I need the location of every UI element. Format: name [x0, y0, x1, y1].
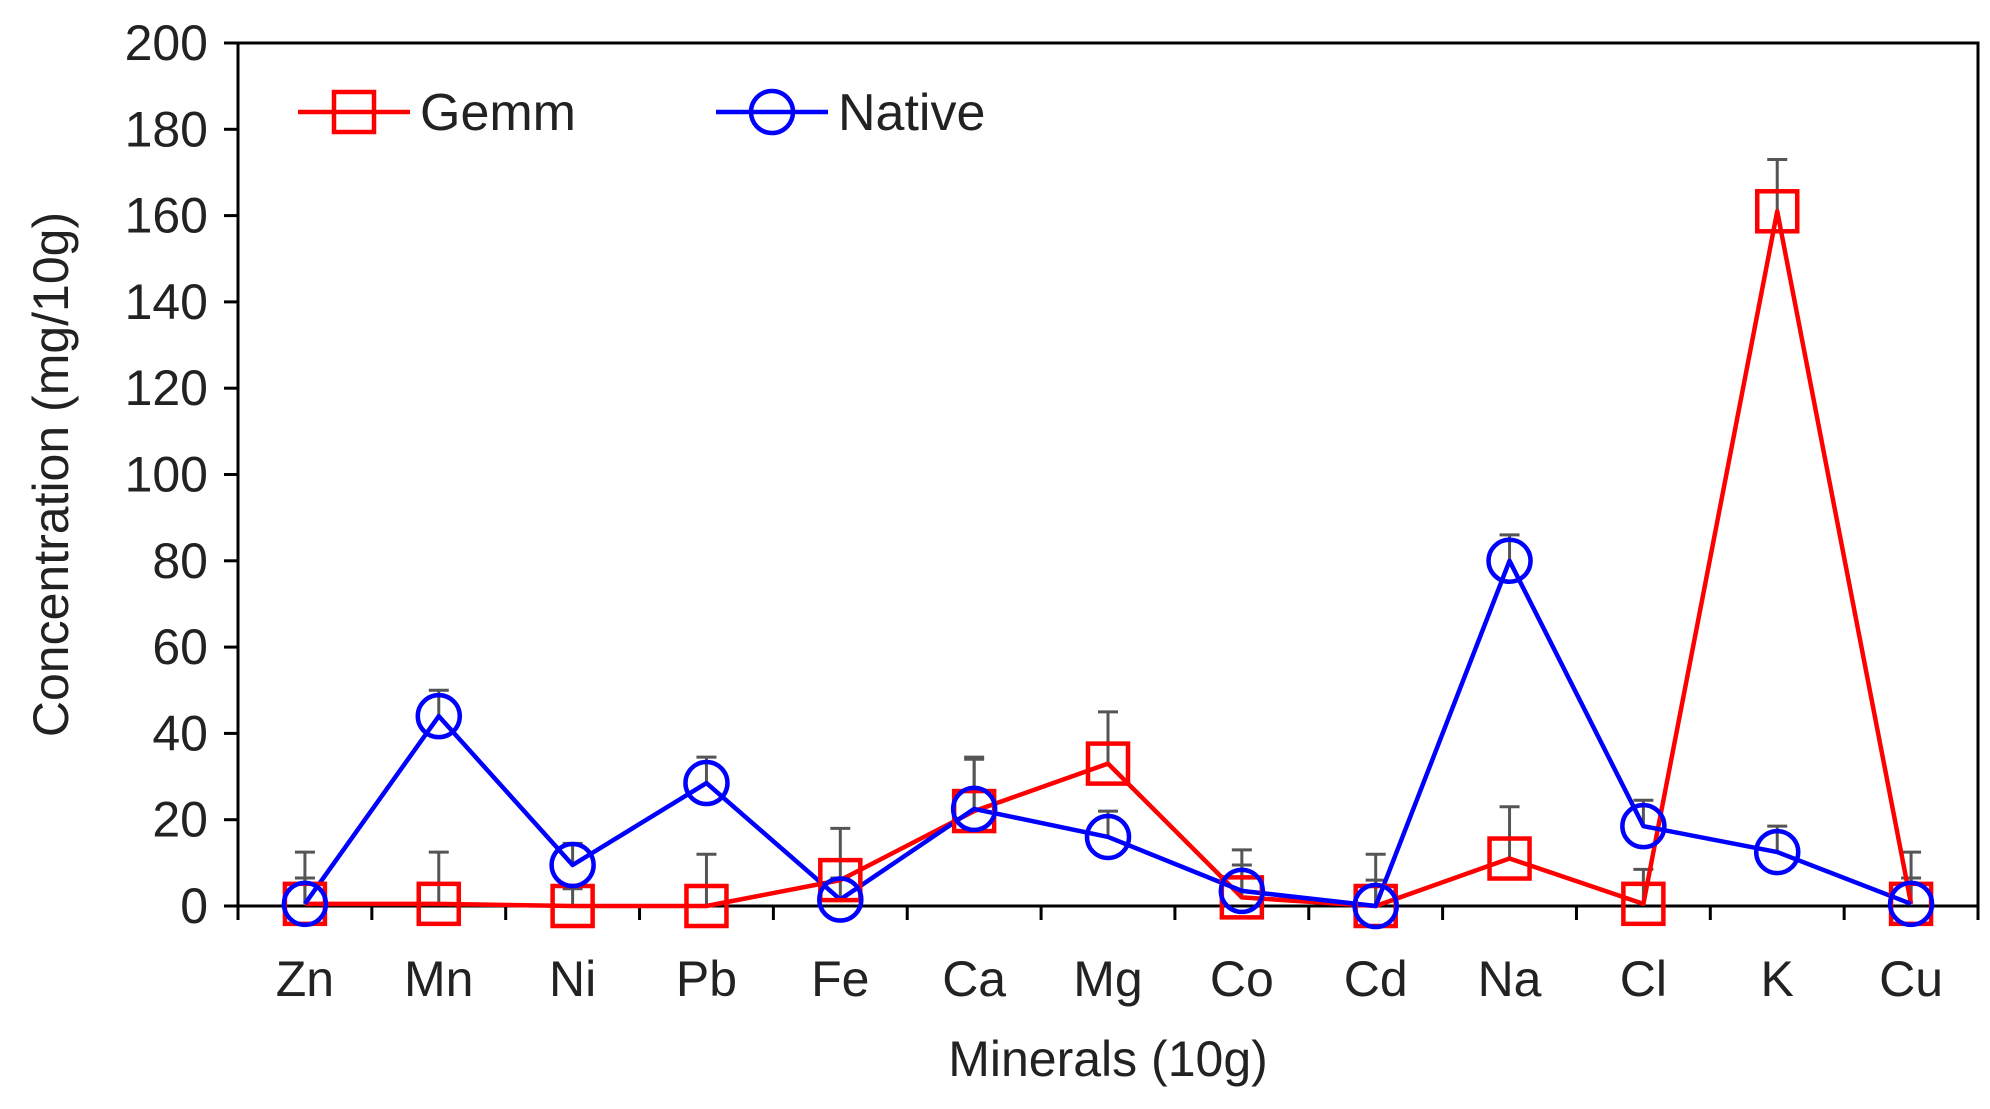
legend-label: Gemm: [420, 84, 576, 142]
data-point-gemm: [684, 883, 729, 929]
x-tick-label: Cd: [1344, 951, 1408, 1007]
y-tick-label: 120: [125, 360, 208, 416]
plot-frame: [236, 41, 1980, 908]
x-tick-label: Zn: [276, 951, 334, 1007]
y-tick-label: 40: [152, 705, 208, 761]
data-point-native: [1753, 828, 1801, 876]
x-tick-label: Cu: [1879, 951, 1943, 1007]
data-point-native: [1352, 882, 1399, 930]
data-point-gemm: [1085, 741, 1131, 786]
x-tick-label: Na: [1478, 951, 1542, 1007]
data-point-native: [549, 841, 596, 889]
axis-titles-layer: Minerals (10g) Concentration (mg/10g): [23, 212, 1268, 1087]
axes-layer: 0 20 40 60 80 100 120 140 160 180 200 Zn Mn Ni Pb Fe Ca M…: [125, 15, 1980, 1007]
x-tick-label: Pb: [676, 951, 737, 1007]
legend-item-gemm: Gemm: [298, 84, 576, 142]
data-point-native: [683, 759, 730, 807]
series-line-native: [303, 558, 1912, 909]
data-point-native: [817, 876, 864, 923]
data-point-native: [1486, 537, 1533, 585]
y-tick-label: 140: [125, 274, 208, 330]
x-tick-label: Cl: [1620, 951, 1667, 1007]
y-tick-label: 180: [125, 101, 208, 157]
x-tick-label: Ni: [549, 951, 596, 1007]
data-point-gemm: [1754, 189, 1800, 234]
y-axis-title: Concentration (mg/10g): [23, 212, 79, 737]
series-line-gemm: [304, 209, 1914, 909]
data-point-native: [281, 880, 329, 928]
legend-item-native: Native: [716, 84, 985, 142]
x-tick-label: Mg: [1073, 951, 1142, 1007]
y-tick-label: 20: [152, 792, 208, 848]
data-point-native: [950, 785, 998, 833]
legend-marker: [748, 88, 796, 136]
x-tick-label: Ca: [942, 951, 1006, 1007]
x-tick-label: Mn: [404, 951, 473, 1007]
y-tick-label: 60: [152, 619, 208, 675]
data-point-native: [1084, 813, 1132, 861]
legend-label: Native: [838, 84, 985, 142]
data-point-native: [1887, 880, 1935, 928]
data-point-gemm: [416, 881, 462, 927]
legend-marker: [331, 89, 377, 135]
y-tick-label: 100: [125, 447, 208, 503]
series-lines-layer: [303, 209, 1914, 909]
data-point-native: [1218, 867, 1266, 915]
x-tick-label: Co: [1210, 951, 1274, 1007]
y-tick-label: 80: [152, 533, 208, 589]
y-tick-label: 0: [180, 878, 208, 934]
x-tick-label: K: [1761, 951, 1794, 1007]
markers-layer: [281, 189, 1935, 930]
data-point-gemm: [818, 857, 863, 903]
y-tick-label: 200: [125, 15, 208, 71]
data-point-gemm: [1487, 836, 1532, 881]
legend: Gemm Native: [298, 84, 985, 142]
x-tick-label: Fe: [811, 951, 869, 1007]
data-point-native: [1620, 802, 1667, 850]
data-point-native: [415, 692, 463, 740]
y-tick-label: 160: [125, 188, 208, 244]
error-bars-layer: [294, 158, 1922, 906]
x-axis-title: Minerals (10g): [948, 1031, 1268, 1087]
data-point-gemm: [1621, 881, 1666, 927]
